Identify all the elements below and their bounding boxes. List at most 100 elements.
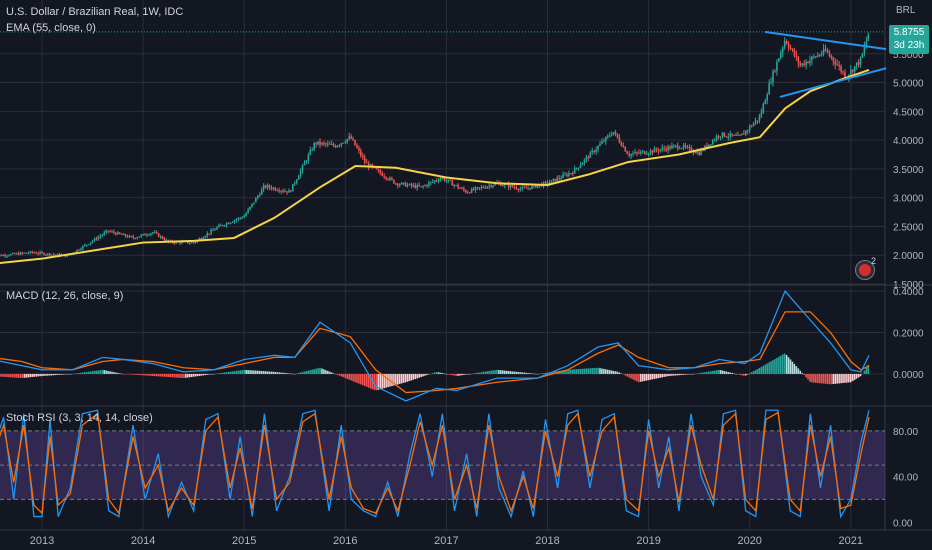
macd-histogram-bar [482, 371, 485, 374]
macd-histogram-bar [540, 373, 543, 374]
macd-histogram-bar [801, 372, 803, 374]
macd-histogram-bar [431, 373, 434, 374]
macd-histogram-bar [538, 373, 541, 375]
macd-histogram-bar [280, 372, 282, 374]
macd-histogram-bar [17, 373, 20, 378]
candle-body [556, 177, 559, 182]
candle-body [632, 153, 634, 155]
symbol-title[interactable]: U.S. Dollar / Brazilian Real, 1W, IDC [6, 6, 184, 18]
last-price-badge: 5.8755 3d 23h [889, 25, 929, 54]
candle-body [583, 159, 586, 163]
macd-tick-label: 0.4000 [893, 287, 924, 298]
macd-histogram-bar [645, 373, 648, 381]
price-tick-label: 4.5000 [893, 107, 924, 118]
candle-body [785, 41, 788, 44]
macd-histogram-bar [167, 373, 170, 378]
macd-histogram-bar [196, 373, 199, 377]
macd-histogram-bar [165, 373, 168, 377]
macd-histogram-bar [120, 373, 123, 375]
macd-histogram-bar [564, 370, 566, 374]
currency-label[interactable]: BRL [896, 5, 916, 16]
macd-histogram-bar [840, 373, 842, 384]
candle-body [408, 183, 411, 185]
candle-body [787, 43, 790, 48]
candle-body [684, 145, 687, 148]
candle-body [826, 50, 829, 53]
macd-histogram-bar [663, 373, 665, 377]
macd-histogram-bar [700, 372, 702, 374]
candle-body [245, 213, 247, 217]
candle-body [482, 187, 485, 189]
macd-histogram-bar [8, 373, 10, 378]
macd-histogram-bar [731, 372, 734, 374]
macd-histogram-bar [249, 370, 251, 374]
candle-body [422, 186, 424, 188]
stoch-rsi-legend[interactable]: Stoch RSI (3, 3, 14, 14, close) [6, 412, 153, 424]
macd-histogram-bar [647, 373, 650, 381]
macd-histogram-bar [601, 368, 603, 374]
macd-histogram-bar [713, 370, 716, 374]
price-tick-label: 5.5000 [893, 50, 924, 61]
macd-histogram-bar [466, 373, 469, 375]
candle-body [430, 181, 432, 183]
macd-histogram-bar [673, 373, 675, 376]
candle-body [476, 187, 479, 189]
macd-legend[interactable]: MACD (12, 26, close, 9) [6, 290, 124, 302]
macd-histogram-bar [428, 373, 430, 375]
macd-histogram-bar [284, 372, 286, 374]
candle-body [284, 191, 286, 193]
stoch-tick-label: 40.00 [893, 473, 918, 484]
candle-body [50, 254, 53, 256]
macd-pane[interactable] [0, 289, 870, 402]
macd-histogram-bar [614, 371, 617, 374]
candle-body [515, 187, 518, 190]
candle-body [377, 169, 380, 171]
candle-body [173, 242, 176, 244]
macd-histogram-bar [179, 373, 181, 378]
macd-histogram-bar [785, 355, 788, 374]
macd-histogram-bar [305, 371, 308, 374]
stoch-rsi-pane[interactable] [0, 409, 885, 520]
candle-body [385, 176, 387, 179]
macd-histogram-bar [276, 372, 279, 374]
macd-histogram-bar [638, 373, 640, 383]
macd-histogram-bar [655, 373, 658, 379]
macd-histogram-bar [552, 371, 555, 374]
candle-body [793, 50, 796, 56]
macd-histogram-bar [342, 373, 345, 378]
candle-body [568, 173, 570, 176]
macd-histogram-bar [4, 373, 6, 377]
alert-icon[interactable] [855, 260, 875, 280]
candle-body [834, 61, 837, 65]
macd-histogram-bar [533, 373, 535, 375]
candle-body [601, 141, 603, 144]
macd-histogram-bar [418, 373, 420, 378]
macd-histogram-bar [500, 370, 502, 374]
candle-body [208, 233, 211, 235]
macd-histogram-bar [144, 373, 146, 376]
price-pane[interactable] [0, 30, 887, 264]
macd-histogram-bar [214, 373, 216, 375]
macd-histogram-bar [293, 373, 296, 375]
candle-body [396, 183, 399, 186]
macd-histogram-bar [472, 373, 475, 374]
candle-body [478, 187, 481, 189]
macd-histogram-bar [332, 373, 335, 374]
candle-body [645, 153, 648, 155]
ema-legend[interactable]: EMA (55, close, 0) [6, 22, 96, 34]
candle-body [803, 63, 805, 66]
macd-histogram-bar [651, 373, 654, 380]
macd-histogram-bar [89, 371, 92, 374]
macd-histogram-bar [484, 371, 487, 374]
macd-histogram-bar [258, 370, 261, 374]
macd-histogram-bar [272, 371, 275, 374]
macd-histogram-bar [570, 369, 572, 374]
macd-histogram-bar [354, 373, 356, 383]
candle-body [865, 41, 868, 47]
candle-body [387, 178, 389, 180]
candle-body [546, 182, 549, 185]
macd-histogram-bar [363, 373, 366, 387]
candle-body [25, 252, 28, 254]
candle-body [198, 238, 201, 240]
